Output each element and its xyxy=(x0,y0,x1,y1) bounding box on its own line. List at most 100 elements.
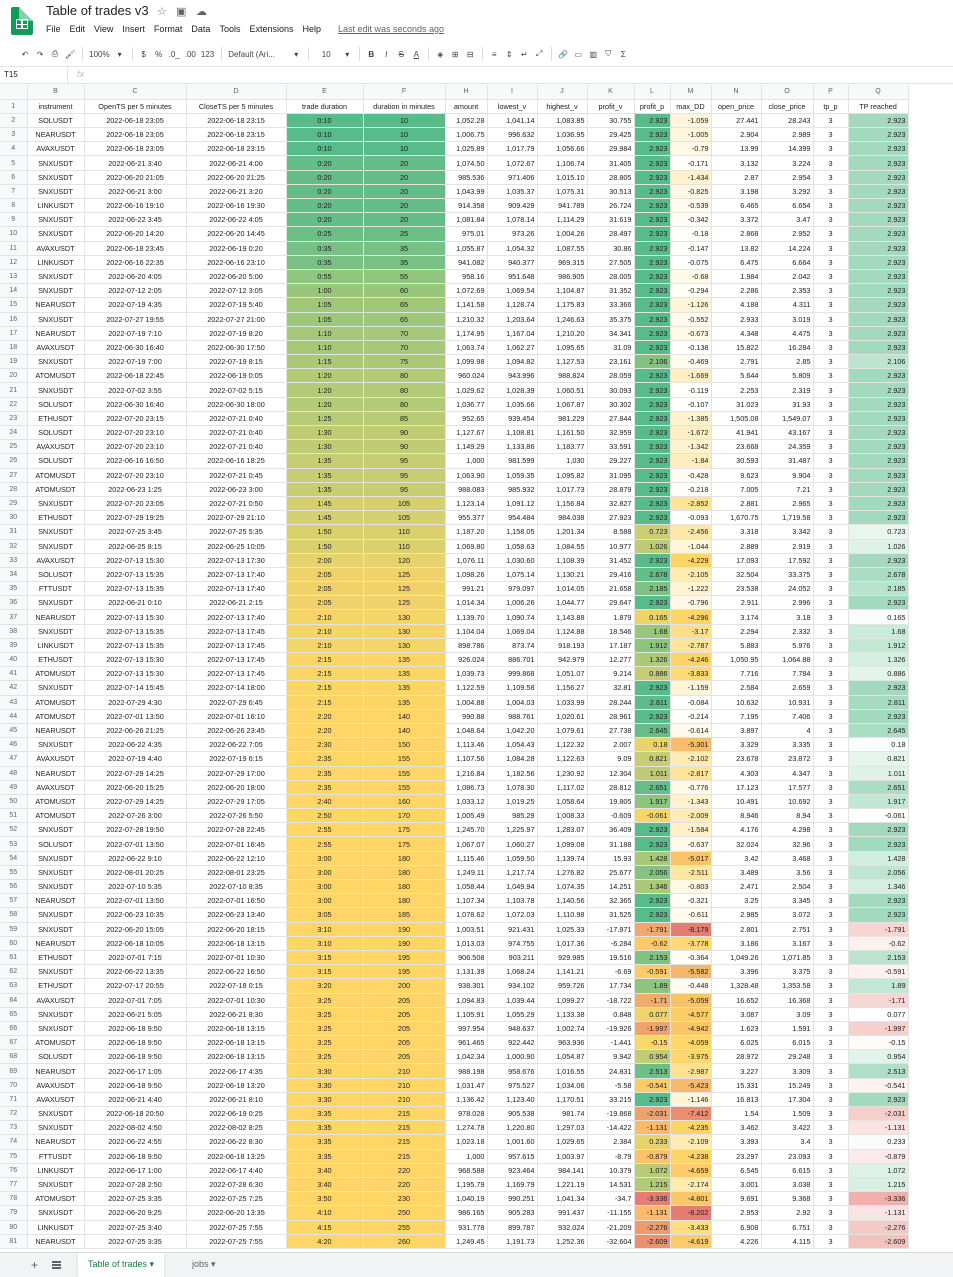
cell[interactable]: SNXUSDT xyxy=(27,922,85,937)
cell[interactable]: 3 xyxy=(813,1049,849,1065)
cell[interactable]: 3.167 xyxy=(761,936,814,951)
cell[interactable]: -0.796 xyxy=(670,595,712,611)
cell[interactable]: LINKUSDT xyxy=(27,1220,85,1235)
row-number[interactable]: 58 xyxy=(0,907,28,923)
cell[interactable]: 3:25 xyxy=(286,1021,364,1037)
cell[interactable]: 2022-06-18 23:05 xyxy=(84,127,187,143)
cell[interactable]: 33.375 xyxy=(761,567,814,583)
cell[interactable]: SNXUSDT xyxy=(27,170,85,185)
cell[interactable]: 1,069.04 xyxy=(487,624,538,639)
cell[interactable]: 35 xyxy=(363,255,446,270)
cell[interactable]: 2.923 xyxy=(634,836,671,852)
cell[interactable]: 155 xyxy=(363,766,446,781)
cell[interactable]: 12.304 xyxy=(587,766,635,781)
cell[interactable]: 2:15 xyxy=(286,680,364,696)
cell[interactable]: 9.904 xyxy=(761,468,814,483)
cell[interactable]: 12.277 xyxy=(587,652,635,668)
cell[interactable]: 2.923 xyxy=(848,226,909,242)
cell[interactable]: 3:30 xyxy=(286,1078,364,1093)
cell[interactable]: 2022-07-17 20:55 xyxy=(84,978,187,994)
cell[interactable]: 180 xyxy=(363,893,446,909)
cell[interactable]: 180 xyxy=(363,879,446,895)
cell[interactable]: -2.276 xyxy=(848,1220,909,1235)
cell[interactable]: 2022-07-13 15:35 xyxy=(84,581,187,597)
cell[interactable]: 2022-06-21 3:00 xyxy=(84,184,187,200)
cell[interactable]: 1.984 xyxy=(711,269,762,285)
cell[interactable]: 981.229 xyxy=(537,411,588,427)
cell[interactable]: 215 xyxy=(363,1120,446,1136)
cell[interactable]: 1,049.26 xyxy=(711,950,762,966)
column-header[interactable]: D xyxy=(186,85,287,100)
cell[interactable]: 1,063.90 xyxy=(445,468,488,483)
cell[interactable]: 2022-06-23 13:40 xyxy=(186,907,287,923)
cell[interactable]: 1,014.34 xyxy=(445,595,488,611)
row-number[interactable]: 25 xyxy=(0,439,28,455)
cell[interactable]: 3 xyxy=(813,1120,849,1136)
cell[interactable]: 3 xyxy=(813,638,849,654)
cell[interactable]: 3:00 xyxy=(286,893,364,909)
cell[interactable]: 27.844 xyxy=(587,411,635,427)
tab-jobs[interactable]: jobs ▾ xyxy=(192,1259,216,1269)
cell[interactable]: 1:35 xyxy=(286,453,364,469)
cell[interactable]: 2022-07-29 17:05 xyxy=(186,794,287,810)
cell[interactable]: 1,064.88 xyxy=(761,652,814,668)
row-number[interactable]: 55 xyxy=(0,865,28,881)
cell[interactable]: 3:10 xyxy=(286,922,364,937)
cell[interactable]: 3.375 xyxy=(761,964,814,980)
cell[interactable]: 2.185 xyxy=(848,581,909,597)
cell[interactable]: -0.79 xyxy=(670,141,712,157)
cell[interactable]: 1,008.33 xyxy=(537,808,588,824)
cell[interactable]: 3.372 xyxy=(711,212,762,228)
cell[interactable]: 1,025.33 xyxy=(537,922,588,937)
cell[interactable]: -0.68 xyxy=(670,269,712,285)
cell[interactable]: 2022-06-16 19:10 xyxy=(84,198,187,214)
row-number[interactable]: 77 xyxy=(0,1177,28,1193)
cell[interactable]: 2.923 xyxy=(848,510,909,526)
row-number[interactable]: 16 xyxy=(0,312,28,327)
cell[interactable]: 2.923 xyxy=(634,482,671,497)
cell[interactable]: 10 xyxy=(363,127,446,143)
cell[interactable]: 1:45 xyxy=(286,496,364,512)
column-header[interactable]: O xyxy=(761,85,814,100)
cell[interactable]: 2.923 xyxy=(848,425,909,441)
row-number[interactable]: 41 xyxy=(0,666,28,682)
cell[interactable]: 3 xyxy=(813,794,849,810)
cell[interactable]: 3:10 xyxy=(286,936,364,951)
cell[interactable]: 2022-06-18 23:05 xyxy=(84,141,187,157)
cell[interactable]: 6.545 xyxy=(711,1163,762,1178)
cell[interactable]: 205 xyxy=(363,1021,446,1037)
cell[interactable]: 15.331 xyxy=(711,1078,762,1093)
cell[interactable]: 1.912 xyxy=(848,638,909,654)
cell[interactable]: 2.881 xyxy=(711,496,762,512)
cell[interactable]: 2022-07-13 15:35 xyxy=(84,638,187,654)
cell[interactable]: 1:00 xyxy=(286,283,364,299)
cell[interactable]: 3 xyxy=(813,326,849,341)
cell[interactable]: 929.985 xyxy=(537,950,588,966)
cell[interactable]: 0.723 xyxy=(634,524,671,540)
cell[interactable]: 2.923 xyxy=(848,155,909,171)
cell[interactable]: 190 xyxy=(363,936,446,951)
star-icon[interactable]: ☆ xyxy=(157,6,167,18)
cell[interactable]: 24.359 xyxy=(761,439,814,455)
row-number[interactable]: 6 xyxy=(0,170,28,185)
cell[interactable]: 32.81 xyxy=(587,680,635,696)
cell[interactable]: 1,029.65 xyxy=(537,1134,588,1150)
cell[interactable]: 3.309 xyxy=(761,1063,814,1079)
row-number[interactable]: 24 xyxy=(0,425,28,441)
cell[interactable]: 220 xyxy=(363,1177,446,1193)
row-number[interactable]: 48 xyxy=(0,766,28,781)
cell[interactable]: 873.74 xyxy=(487,638,538,654)
cell[interactable]: 8.946 xyxy=(711,808,762,824)
cell[interactable]: 1.68 xyxy=(848,624,909,639)
cell[interactable]: 6.908 xyxy=(711,1220,762,1235)
cell[interactable]: 2022-06-18 23:45 xyxy=(84,241,187,256)
cell[interactable]: 17.093 xyxy=(711,553,762,568)
cell[interactable]: 32.959 xyxy=(587,425,635,441)
cell[interactable]: 2022-06-18 9:50 xyxy=(84,1149,187,1164)
cell[interactable]: 1,549.07 xyxy=(761,411,814,427)
cell[interactable]: 1:50 xyxy=(286,539,364,554)
cell[interactable]: 1,109.58 xyxy=(487,680,538,696)
cell[interactable]: 1,114.29 xyxy=(537,212,588,228)
cell[interactable]: 2022-07-01 13:50 xyxy=(84,893,187,909)
cell[interactable]: 2022-06-18 23:05 xyxy=(84,113,187,129)
